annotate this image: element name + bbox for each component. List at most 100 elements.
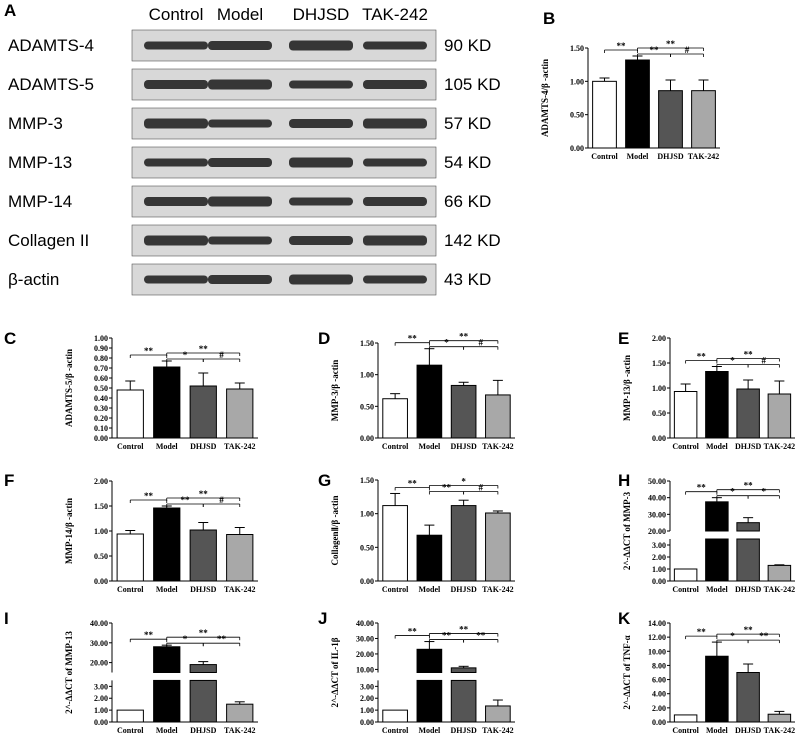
x-tick-label: Control [672, 726, 699, 735]
x-tick-label: DHJSD [735, 442, 761, 451]
blot-band [208, 79, 272, 90]
y-tick-label: 0.40 [94, 394, 108, 403]
bar [736, 538, 760, 582]
significance-label: ** [744, 625, 754, 635]
bar [189, 385, 217, 439]
y-tick-label: 6.00 [652, 676, 666, 685]
band-size-label: 142 KD [444, 231, 501, 250]
x-tick-label: Control [591, 152, 618, 161]
x-tick-label: Model [418, 726, 441, 735]
bar [226, 703, 254, 723]
bar [450, 679, 477, 723]
x-tick-label: TAK-242 [764, 726, 795, 735]
y-tick-label: 0.20 [94, 414, 108, 423]
significance-label: ** [697, 483, 707, 493]
y-tick-label: 1.00 [360, 510, 374, 519]
significance-label: ** [408, 334, 418, 344]
blot-row: MMP-3 57 KD [8, 107, 491, 140]
y-tick-label: 0.00 [570, 144, 584, 153]
blot-row: MMP-13 54 KD [8, 146, 491, 179]
significance-label: * [461, 476, 466, 486]
significance-label: * [730, 631, 735, 641]
x-tick-label: TAK-242 [482, 726, 513, 735]
significance-label: ** [442, 631, 452, 641]
y-axis-label: MMP-14/β -actin [64, 498, 74, 564]
significance-label: ** [217, 634, 227, 644]
blot-band [363, 275, 427, 284]
significance-label: * [444, 338, 449, 348]
bar [485, 394, 511, 439]
y-tick-label: 0.10 [94, 424, 108, 433]
y-tick-label: 30.00 [648, 510, 666, 519]
blot-band [144, 80, 208, 89]
bar [416, 648, 443, 673]
panel-label: D [318, 329, 330, 348]
x-tick-label: Control [117, 442, 144, 451]
blot-band [289, 197, 353, 206]
significance-label: * [730, 356, 735, 366]
bar [153, 366, 181, 439]
y-tick-label: 0.50 [652, 409, 666, 418]
blot-band [208, 158, 272, 167]
x-tick-label: TAK-242 [764, 442, 795, 451]
x-tick-label: TAK-242 [482, 585, 513, 594]
y-axis-label: 2^-ΔΔCT of MMP-3 [622, 491, 632, 570]
significance-label: ** [199, 628, 209, 638]
x-tick-label: DHJSD [657, 152, 683, 161]
blot-band [363, 235, 427, 246]
y-tick-label: 1.50 [360, 476, 374, 485]
x-tick-label: Model [706, 442, 729, 451]
x-tick-label: DHJSD [735, 726, 761, 735]
significance-label: ** [408, 478, 418, 488]
panel-label: K [618, 609, 631, 628]
y-tick-label: 1.00 [94, 706, 108, 715]
bar [767, 713, 792, 723]
significance-label: ** [144, 630, 154, 640]
y-tick-label: 1.00 [360, 371, 374, 380]
significance-label: ** [476, 631, 486, 641]
x-tick-label: Control [382, 585, 409, 594]
significance-label: ** [744, 350, 754, 360]
significance-label: * [183, 634, 188, 644]
y-tick-label: 0.00 [652, 434, 666, 443]
x-tick-label: DHJSD [735, 585, 761, 594]
y-tick-label: 20.00 [648, 527, 666, 536]
bar-chart-g: G 0.00 0.50 1.00 1.50 CollagenⅡ/β -actin Contr… [318, 471, 515, 594]
bar [153, 507, 181, 582]
panel-label: F [4, 471, 14, 490]
x-tick-label: Model [156, 726, 179, 735]
y-tick-label: 1.00 [652, 565, 666, 574]
x-tick-label: Control [117, 726, 144, 735]
significance-label: ** [442, 482, 452, 492]
band-size-label: 66 KD [444, 192, 491, 211]
lane-label-model: Model [217, 5, 263, 24]
blot-band [208, 236, 272, 245]
bar-chart-k: K 0.00 2.00 4.00 6.00 8.00 10.00 12.00 14.00 2^-Δ… [618, 609, 795, 735]
significance-label: # [479, 482, 484, 492]
y-tick-label: 40.00 [648, 494, 666, 503]
significance-label: ** [697, 627, 707, 637]
y-tick-label: 0.00 [652, 718, 666, 727]
y-tick-label: 30.00 [356, 634, 374, 643]
significance-label: ** [617, 41, 627, 51]
blot-band [208, 119, 272, 128]
bar-chart-c: C 0.000.100.200.300.400.500.600.700.800.9… [4, 329, 258, 451]
y-tick-label: 2.00 [652, 334, 666, 343]
y-tick-label: 0.50 [94, 384, 108, 393]
x-tick-label: Model [706, 585, 729, 594]
blot-band [144, 235, 208, 246]
significance-label: # [219, 495, 224, 505]
y-tick-label: 3.00 [94, 682, 108, 691]
protein-label: MMP-3 [8, 114, 63, 133]
blot-band [208, 275, 272, 284]
blot-band [363, 41, 427, 50]
bar [382, 398, 408, 439]
blot-band [144, 158, 208, 167]
bar [485, 705, 511, 723]
x-tick-label: Model [418, 585, 441, 594]
y-tick-label: 3.00 [360, 682, 374, 691]
significance-label: ** [408, 627, 418, 637]
y-axis-label: CollagenⅡ/β -actin [330, 496, 340, 566]
x-tick-label: TAK-242 [482, 442, 513, 451]
